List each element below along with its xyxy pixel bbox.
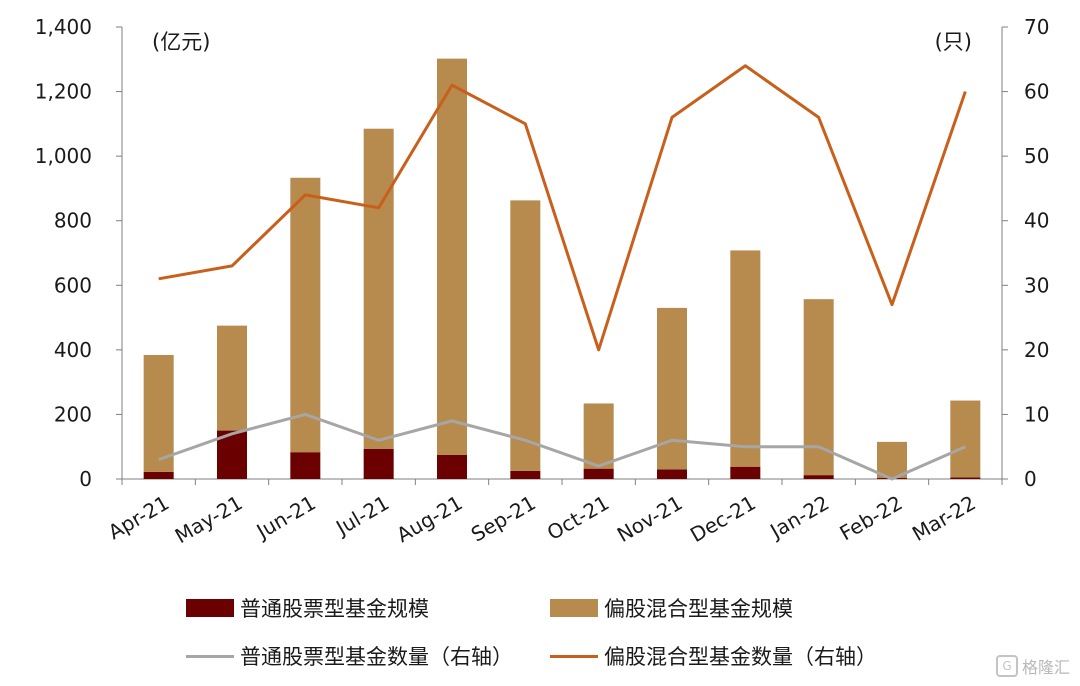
bar-hybrid-size <box>143 355 174 472</box>
x-tick-label: Sep-21 <box>467 491 540 547</box>
bar-hybrid-size <box>803 299 834 476</box>
right-tick-label: 70 <box>1024 15 1049 39</box>
axes <box>116 26 1008 485</box>
bars <box>143 58 981 479</box>
line-stock-count <box>158 412 966 481</box>
left-tick-label: 600 <box>54 273 92 297</box>
x-tick-label: Jan-22 <box>764 491 833 545</box>
bar-stock-size <box>510 470 541 479</box>
x-tick-label: Dec-21 <box>686 491 760 547</box>
right-axis-unit: (只) <box>935 30 972 54</box>
bar-hybrid-size <box>730 250 761 467</box>
right-tick-label: 40 <box>1024 209 1049 233</box>
left-tick-label: 0 <box>79 467 92 491</box>
x-tick-label: Nov-21 <box>613 491 687 547</box>
bar-stock-size <box>583 468 614 479</box>
lines <box>158 64 967 481</box>
bar-stock-size <box>950 477 981 479</box>
right-tick-label: 20 <box>1024 338 1049 362</box>
bar-stock-size <box>290 452 321 479</box>
left-axis-unit: (亿元) <box>152 30 210 54</box>
bar-stock-size <box>730 466 761 479</box>
bar-hybrid-size <box>217 325 247 431</box>
right-tick-label: 10 <box>1024 402 1049 426</box>
x-tick-label: May-21 <box>171 491 247 549</box>
line-hybrid-count <box>158 64 967 352</box>
bar-stock-size <box>657 469 687 479</box>
x-tick-label: Oct-21 <box>543 491 613 545</box>
watermark-icon: G <box>995 655 1018 677</box>
x-tick-label: Jul-21 <box>330 491 393 541</box>
left-tick-label: 1,400 <box>35 15 92 39</box>
x-tick-label: Feb-22 <box>836 491 907 546</box>
watermark-text: 格隆汇 <box>1021 658 1070 677</box>
bar-hybrid-size <box>877 441 907 479</box>
x-tick-label: Apr-21 <box>104 491 173 545</box>
bar-hybrid-size <box>290 177 321 453</box>
bar-stock-size <box>363 448 394 479</box>
left-tick-label: 800 <box>54 209 92 233</box>
bar-stock-size <box>437 454 467 479</box>
bar-hybrid-size <box>437 58 467 455</box>
right-tick-label: 30 <box>1024 273 1049 297</box>
bar-hybrid-size <box>363 128 394 449</box>
bar-hybrid-size <box>950 400 981 478</box>
right-tick-label: 50 <box>1024 144 1049 168</box>
watermark: G 格隆汇 <box>995 654 1070 678</box>
right-tick-label: 60 <box>1024 80 1049 104</box>
bar-stock-size <box>803 475 834 479</box>
x-tick-label: Mar-22 <box>908 491 980 546</box>
bar-stock-size <box>143 471 174 479</box>
bar-hybrid-size <box>510 200 541 471</box>
left-tick-label: 400 <box>54 338 92 362</box>
left-tick-label: 1,200 <box>35 80 92 104</box>
x-tick-label: Aug-21 <box>392 491 466 548</box>
x-tick-label: Jun-21 <box>251 491 320 545</box>
left-tick-label: 1,000 <box>35 144 92 168</box>
left-tick-label: 200 <box>54 402 92 426</box>
bar-hybrid-size <box>583 403 614 469</box>
right-tick-label: 0 <box>1024 467 1037 491</box>
